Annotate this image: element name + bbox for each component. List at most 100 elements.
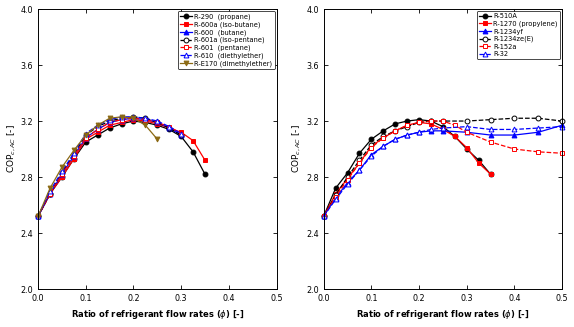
Line: R-32: R-32 <box>321 124 565 219</box>
Line: R-290  (propane): R-290 (propane) <box>36 119 207 219</box>
Line: R-601  (pentane): R-601 (pentane) <box>36 116 184 219</box>
R-290  (propane) <box>46 192 53 196</box>
R-32 <box>428 128 435 131</box>
R-290  (propane) <box>130 119 137 123</box>
R-32 <box>463 125 470 129</box>
R-32 <box>416 130 422 134</box>
R-32 <box>356 168 363 172</box>
R-1234yf <box>428 129 435 133</box>
R-152a <box>416 120 422 124</box>
R-601a (iso-pentane) <box>46 192 53 196</box>
R-510A <box>463 147 470 151</box>
R-600  (butane) <box>94 128 101 131</box>
R-601  (pentane) <box>46 192 53 196</box>
R-1234yf <box>368 153 375 157</box>
R-32 <box>487 128 494 131</box>
Line: R-600  (butane): R-600 (butane) <box>36 116 184 219</box>
R-32 <box>392 137 399 141</box>
R-510A <box>380 129 387 133</box>
Line: R-1270 (propylene): R-1270 (propylene) <box>321 120 493 219</box>
R-610  (diethylether) <box>59 169 65 173</box>
R-1234ze(E) <box>440 119 447 123</box>
R-32 <box>332 198 339 201</box>
Line: R-600a (iso-butane): R-600a (iso-butane) <box>36 117 207 219</box>
R-510A <box>332 186 339 190</box>
R-1234ze(E) <box>404 125 410 129</box>
Line: R-152a: R-152a <box>321 119 565 219</box>
R-510A <box>368 137 375 141</box>
R-600a (iso-butane) <box>189 139 196 143</box>
R-32 <box>404 133 410 137</box>
R-600a (iso-butane) <box>178 130 185 134</box>
R-1270 (propylene) <box>368 144 375 148</box>
R-290  (propane) <box>59 175 65 179</box>
R-600  (butane) <box>34 214 41 218</box>
R-610  (diethylether) <box>130 115 137 119</box>
R-601a (iso-pentane) <box>178 133 185 137</box>
R-1234ze(E) <box>511 116 518 120</box>
R-32 <box>511 128 518 131</box>
R-1270 (propylene) <box>344 177 351 181</box>
R-32 <box>535 126 542 130</box>
R-152a <box>440 119 447 123</box>
R-1234ze(E) <box>344 175 351 179</box>
R-1234ze(E) <box>392 129 399 133</box>
R-152a <box>332 195 339 198</box>
R-600  (butane) <box>46 192 53 196</box>
Line: R-610  (diethylether): R-610 (diethylether) <box>36 114 184 219</box>
R-601  (pentane) <box>71 154 77 158</box>
R-610  (diethylether) <box>178 132 185 136</box>
R-E170 (dimethylether) <box>106 116 113 120</box>
R-600  (butane) <box>59 172 65 176</box>
R-290  (propane) <box>34 214 41 218</box>
R-600  (butane) <box>106 120 113 124</box>
R-1270 (propylene) <box>392 129 399 133</box>
R-601a (iso-pentane) <box>59 171 65 175</box>
R-601  (pentane) <box>34 214 41 218</box>
R-152a <box>463 130 470 134</box>
R-601a (iso-pentane) <box>130 115 137 119</box>
R-601a (iso-pentane) <box>94 125 101 129</box>
R-600a (iso-butane) <box>59 175 65 179</box>
R-601  (pentane) <box>142 118 149 122</box>
R-1234yf <box>535 130 542 134</box>
R-610  (diethylether) <box>166 125 173 129</box>
R-510A <box>440 125 447 129</box>
R-510A <box>344 171 351 175</box>
R-1234yf <box>404 133 410 137</box>
R-152a <box>404 123 410 127</box>
R-510A <box>404 119 410 123</box>
R-600  (butane) <box>82 136 89 140</box>
R-610  (diethylether) <box>154 119 161 123</box>
R-1270 (propylene) <box>475 161 482 165</box>
R-601a (iso-pentane) <box>142 116 149 120</box>
R-610  (diethylether) <box>71 151 77 155</box>
R-1234ze(E) <box>320 214 327 218</box>
R-600a (iso-butane) <box>106 123 113 127</box>
R-1270 (propylene) <box>440 128 447 131</box>
R-601a (iso-pentane) <box>71 153 77 157</box>
R-1234yf <box>344 181 351 185</box>
R-1234ze(E) <box>463 119 470 123</box>
R-601  (pentane) <box>178 132 185 136</box>
R-E170 (dimethylether) <box>71 148 77 152</box>
R-290  (propane) <box>201 172 208 176</box>
R-600  (butane) <box>166 126 173 130</box>
Legend: R-510A, R-1270 (propylene), R-1234yf, R-1234ze(E), R-152a, R-32: R-510A, R-1270 (propylene), R-1234yf, R-… <box>477 11 560 60</box>
R-600a (iso-butane) <box>118 120 125 124</box>
R-E170 (dimethylether) <box>142 123 149 127</box>
R-600  (butane) <box>118 118 125 122</box>
R-1234ze(E) <box>368 143 375 147</box>
R-32 <box>559 125 565 129</box>
R-600  (butane) <box>178 133 185 137</box>
R-E170 (dimethylether) <box>118 115 125 119</box>
R-32 <box>320 214 327 218</box>
R-510A <box>487 172 494 176</box>
Line: R-E170 (dimethylether): R-E170 (dimethylether) <box>36 114 160 219</box>
R-1234ze(E) <box>428 119 435 123</box>
R-32 <box>344 182 351 186</box>
R-1234yf <box>332 196 339 200</box>
X-axis label: Ratio of refrigerant flow rates ($\phi$) [-]: Ratio of refrigerant flow rates ($\phi$)… <box>356 308 530 321</box>
R-1234ze(E) <box>356 158 363 162</box>
Line: R-601a (iso-pentane): R-601a (iso-pentane) <box>36 114 184 219</box>
